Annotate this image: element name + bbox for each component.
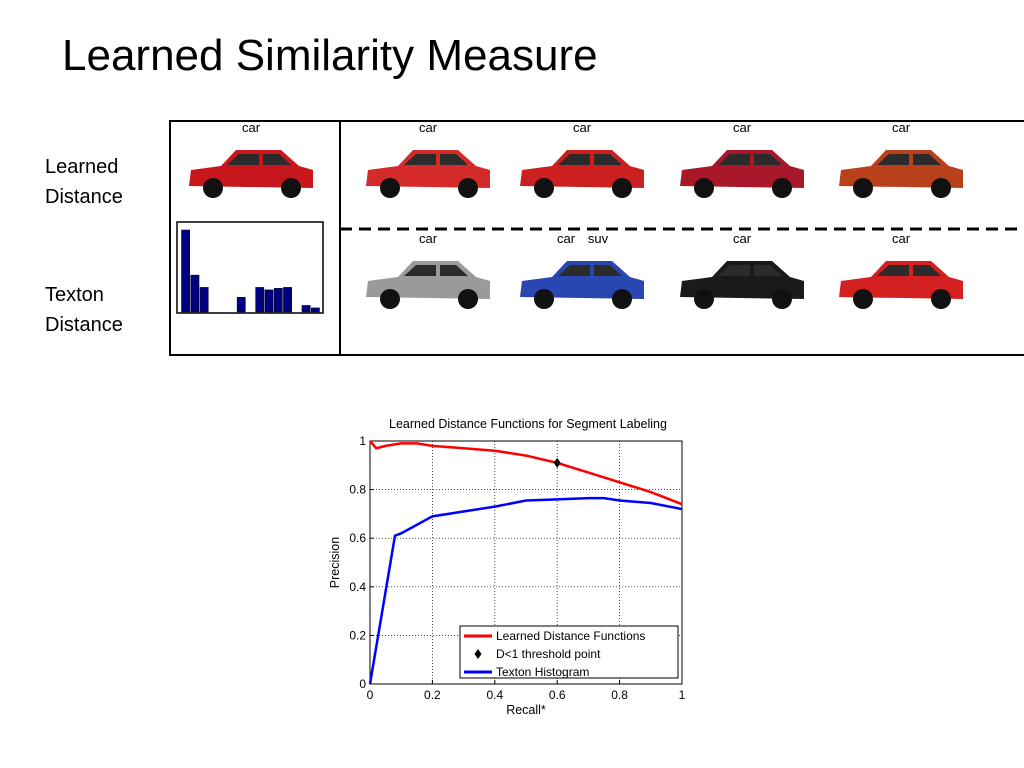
car-wheel (612, 178, 632, 198)
car-wheel (772, 178, 792, 198)
car-wheel (853, 289, 873, 309)
histogram (181, 229, 320, 313)
x-tick-label: 0.2 (424, 688, 441, 702)
histogram-bar (301, 305, 311, 313)
car-wheel (931, 178, 951, 198)
y-tick-label: 0.4 (349, 580, 366, 594)
histogram-bar (273, 287, 283, 313)
car-window (404, 154, 468, 165)
car-window (558, 265, 622, 276)
histogram-bar (236, 296, 246, 313)
car-window (718, 265, 782, 276)
car-wheel (853, 178, 873, 198)
car-image (680, 150, 804, 198)
car-image (520, 150, 644, 198)
image-label: car (557, 231, 576, 246)
y-tick-label: 0 (359, 677, 366, 691)
car-image (520, 261, 644, 309)
plot-frame (369, 440, 683, 685)
x-tick-label: 0.4 (486, 688, 503, 702)
car-window (558, 154, 622, 165)
pr-chart: 0 0.2 0.4 0.6 0.8 1 0 0.2 0.4 0.6 0.8 1 Learned Dist… (328, 417, 686, 717)
histogram-bar (255, 287, 265, 313)
image-label: suv (588, 231, 609, 246)
y-axis-label: Precision (328, 537, 342, 588)
marker (553, 457, 561, 468)
histogram-bar (283, 287, 292, 313)
x-tick-label: 1 (679, 688, 686, 702)
series-line (368, 496, 683, 685)
car-wheel (380, 289, 400, 309)
car-image (366, 261, 490, 309)
image-label: car (733, 231, 752, 246)
legend-label: Texton Histogram (496, 665, 589, 679)
car-window (718, 154, 782, 165)
car-wheel (612, 289, 632, 309)
car-wheel (203, 178, 223, 198)
image-label: car (892, 120, 911, 135)
histogram-bar (190, 274, 200, 313)
car-wheel (281, 178, 301, 198)
row-label: Learned Distance (45, 156, 123, 208)
x-tick-label: 0.6 (549, 688, 566, 702)
image-label: car (573, 120, 592, 135)
y-tick-label: 0.8 (349, 483, 366, 497)
histogram-bar (264, 289, 274, 313)
car-image (839, 150, 963, 198)
car-wheel (772, 289, 792, 309)
legend-label: D<1 threshold point (496, 647, 601, 661)
image-label: car (419, 120, 438, 135)
image-label: car (242, 120, 261, 135)
car-wheel (931, 289, 951, 309)
car-wheel (458, 289, 478, 309)
car-image (366, 150, 490, 198)
legend-swatch (474, 649, 482, 659)
y-tick-label: 0.2 (349, 628, 366, 642)
car-image (839, 261, 963, 309)
slide-title: Learned Similarity Measure (62, 31, 598, 80)
histogram-bar (181, 229, 191, 313)
histogram-bar (199, 287, 209, 313)
image-label: car (892, 231, 911, 246)
car-wheel (694, 178, 714, 198)
y-tick-label: 1 (359, 434, 366, 448)
legend-label: Learned Distance Functions (496, 629, 645, 643)
chart-title: Learned Distance Functions for Segment L… (389, 417, 667, 431)
x-tick-label: 0 (367, 688, 374, 702)
y-tick-label: 0.6 (349, 531, 366, 545)
image-grid-frame (169, 120, 1024, 356)
car-wheel (694, 289, 714, 309)
car-wheel (534, 289, 554, 309)
histogram-bar (310, 307, 320, 313)
car-wheel (458, 178, 478, 198)
car-window (877, 154, 941, 165)
image-label: car (733, 120, 752, 135)
car-wheel (534, 178, 554, 198)
row-label: Texton Distance (45, 284, 123, 336)
series-line (369, 440, 683, 506)
car-image (680, 261, 804, 309)
car-wheel (380, 178, 400, 198)
image-label: car (419, 231, 438, 246)
legend-box (459, 625, 679, 679)
car-window (227, 154, 291, 165)
x-axis-label: Recall* (506, 703, 546, 717)
car-window (877, 265, 941, 276)
car-window (404, 265, 468, 276)
car-image (189, 150, 313, 198)
x-tick-label: 0.8 (611, 688, 628, 702)
